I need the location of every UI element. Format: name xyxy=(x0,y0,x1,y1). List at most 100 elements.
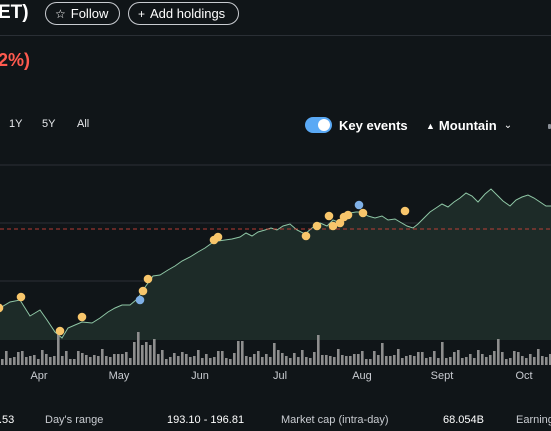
volume-bar xyxy=(181,352,184,365)
x-tick-label: Jul xyxy=(273,370,287,382)
market-cap-value: 68.054B xyxy=(443,414,484,426)
volume-bar xyxy=(497,339,500,365)
volume-bar xyxy=(269,357,272,365)
volume-bar xyxy=(281,353,284,365)
chart-type-dropdown[interactable]: ▲ Mountain ⌄ xyxy=(426,118,512,133)
volume-bar xyxy=(453,352,456,365)
volume-bar xyxy=(261,357,264,365)
volume-bar xyxy=(361,351,364,365)
volume-bar xyxy=(485,357,488,365)
follow-button[interactable]: ☆ Follow xyxy=(45,2,120,25)
volume-bar xyxy=(265,354,268,365)
volume-bar xyxy=(85,355,88,365)
volume-bar xyxy=(141,345,144,365)
volume-bar xyxy=(273,343,276,365)
volume-bar xyxy=(457,350,460,365)
volume-bar xyxy=(113,354,116,365)
volume-bar xyxy=(425,358,428,365)
volume-bar xyxy=(213,357,216,365)
volume-bar xyxy=(161,350,164,365)
volume-bar xyxy=(345,356,348,365)
volume-bar xyxy=(125,352,128,365)
volume-bar xyxy=(433,351,436,365)
volume-bar xyxy=(377,355,380,365)
volume-bar xyxy=(549,354,551,365)
volume-bar xyxy=(89,357,92,365)
dividend-event-marker xyxy=(55,326,65,336)
volume-bar xyxy=(501,352,504,365)
dividend-event-marker xyxy=(138,286,148,296)
volume-bar xyxy=(133,342,136,365)
volume-bar xyxy=(405,356,408,365)
range-5y[interactable]: 5Y xyxy=(42,118,56,130)
dividend-event-marker xyxy=(400,206,410,216)
quote-stats-row: .53 Day's range 193.10 - 196.81 Market c… xyxy=(0,414,551,431)
volume-bar xyxy=(33,355,36,365)
volume-bar xyxy=(397,349,400,365)
open-value: .53 xyxy=(0,414,15,426)
volume-bar xyxy=(25,357,28,365)
volume-bar xyxy=(53,356,56,365)
volume-bar xyxy=(505,359,508,365)
key-events-toggle[interactable] xyxy=(305,117,332,133)
volume-bar xyxy=(305,357,308,365)
volume-bar xyxy=(393,355,396,365)
x-axis-ticks: Apr May Jun Jul Aug Sept Oct xyxy=(30,370,532,382)
volume-bar xyxy=(105,356,108,365)
volume-bar xyxy=(217,351,220,365)
header-divider xyxy=(0,35,551,36)
volume-bar xyxy=(81,353,84,365)
volume-bar xyxy=(201,358,204,365)
volume-bar xyxy=(481,354,484,365)
volume-bar xyxy=(185,354,188,365)
volume-bar xyxy=(233,353,236,365)
volume-bar xyxy=(517,352,520,365)
volume-bar xyxy=(289,358,292,365)
volume-bar xyxy=(317,335,320,365)
volume-bar xyxy=(137,332,140,365)
volume-bar xyxy=(97,356,100,365)
volume-bar xyxy=(525,358,528,365)
volume-bar xyxy=(293,353,296,365)
volume-bar xyxy=(357,354,360,365)
volume-bar xyxy=(49,357,52,365)
range-1y[interactable]: 1Y xyxy=(9,118,23,130)
volume-bar xyxy=(369,359,372,365)
volume-bar xyxy=(129,358,132,365)
volume-bar xyxy=(93,355,96,365)
volume-bar xyxy=(225,358,228,365)
volume-bar xyxy=(321,355,324,365)
volume-bar xyxy=(465,357,468,365)
volume-bar xyxy=(69,359,72,365)
volume-bar xyxy=(365,359,368,365)
volume-bar xyxy=(373,351,376,365)
volume-bar xyxy=(117,354,120,365)
dividend-event-marker xyxy=(358,208,368,218)
volume-bar xyxy=(61,356,64,365)
dividend-event-marker xyxy=(77,312,87,322)
volume-bar xyxy=(21,351,24,365)
x-tick-label: Oct xyxy=(515,370,532,382)
price-chart[interactable]: Apr May Jun Jul Aug Sept Oct xyxy=(0,140,551,385)
volume-bar xyxy=(189,357,192,365)
range-all[interactable]: All xyxy=(77,118,90,130)
volume-bar xyxy=(533,357,536,365)
follow-label: Follow xyxy=(70,6,109,21)
volume-bar xyxy=(245,356,248,365)
volume-bar xyxy=(333,357,336,365)
volume-bar xyxy=(65,351,68,365)
volume-bar xyxy=(489,355,492,365)
add-holdings-button[interactable]: + Add holdings xyxy=(128,2,239,25)
volume-bar xyxy=(389,356,392,365)
volume-bar xyxy=(37,359,40,365)
volume-bar xyxy=(325,355,328,365)
volume-bar xyxy=(509,358,512,365)
overflow-control[interactable] xyxy=(548,124,551,129)
volume-bar xyxy=(149,345,152,365)
dividend-event-marker xyxy=(16,292,26,302)
volume-bar xyxy=(157,354,160,365)
volume-bar xyxy=(285,356,288,365)
volume-bar xyxy=(493,351,496,365)
volume-bar xyxy=(237,341,240,365)
chart-type-label: Mountain xyxy=(438,118,497,133)
